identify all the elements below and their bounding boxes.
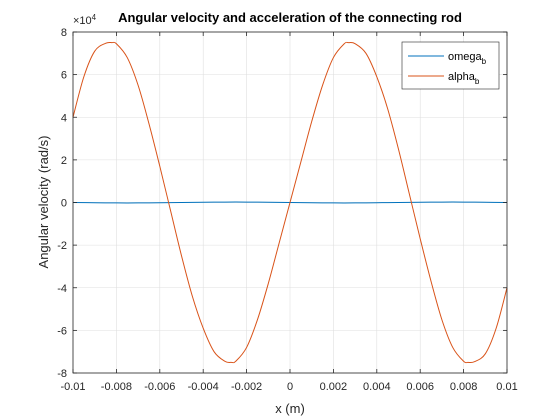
y-tick-label: 2 bbox=[61, 155, 67, 167]
y-tick-label: -4 bbox=[57, 283, 67, 295]
y-axis-label: Angular velocity (rad/s) bbox=[36, 136, 51, 269]
x-tick-label: -0.002 bbox=[231, 381, 262, 393]
y-tick-label: 4 bbox=[61, 112, 67, 124]
legend-label-omega: omegab bbox=[448, 51, 487, 66]
y-tick-label: 6 bbox=[61, 70, 67, 82]
y-exponent-label: ×104 bbox=[73, 13, 97, 27]
x-tick-label: 0.01 bbox=[496, 381, 517, 393]
x-tick-label: -0.008 bbox=[101, 381, 132, 393]
legend: omegab alphab bbox=[401, 41, 500, 90]
x-tick-label: -0.01 bbox=[60, 381, 85, 393]
chart-title: Angular velocity and acceleration of the… bbox=[118, 10, 462, 25]
x-tick-label: -0.004 bbox=[188, 381, 219, 393]
x-tick-label: 0 bbox=[287, 381, 293, 393]
y-exponent-power: 4 bbox=[92, 13, 97, 22]
y-tick-label: -6 bbox=[57, 325, 67, 337]
x-tick-label: 0.002 bbox=[320, 381, 348, 393]
y-tick-label: -8 bbox=[57, 368, 67, 380]
x-tick-label: -0.006 bbox=[144, 381, 175, 393]
ticks bbox=[72, 31, 508, 374]
y-tick-label: 0 bbox=[61, 198, 67, 210]
series-line-alpha bbox=[72, 41, 508, 364]
x-tick-label: 0.004 bbox=[363, 381, 391, 393]
series-layer bbox=[72, 41, 508, 364]
y-tick-label: -2 bbox=[57, 240, 67, 252]
x-tick-label: 0.006 bbox=[406, 381, 434, 393]
legend-box bbox=[401, 41, 500, 90]
legend-label-alpha: alphab bbox=[448, 71, 480, 86]
tick-labels: -0.01 -0.008 -0.006 -0.004 -0.002 0 0.002 0.004… bbox=[57, 27, 517, 393]
y-tick-label: 8 bbox=[61, 27, 67, 39]
x-axis-label: x (m) bbox=[275, 401, 305, 416]
x-tick-label: 0.008 bbox=[450, 381, 478, 393]
